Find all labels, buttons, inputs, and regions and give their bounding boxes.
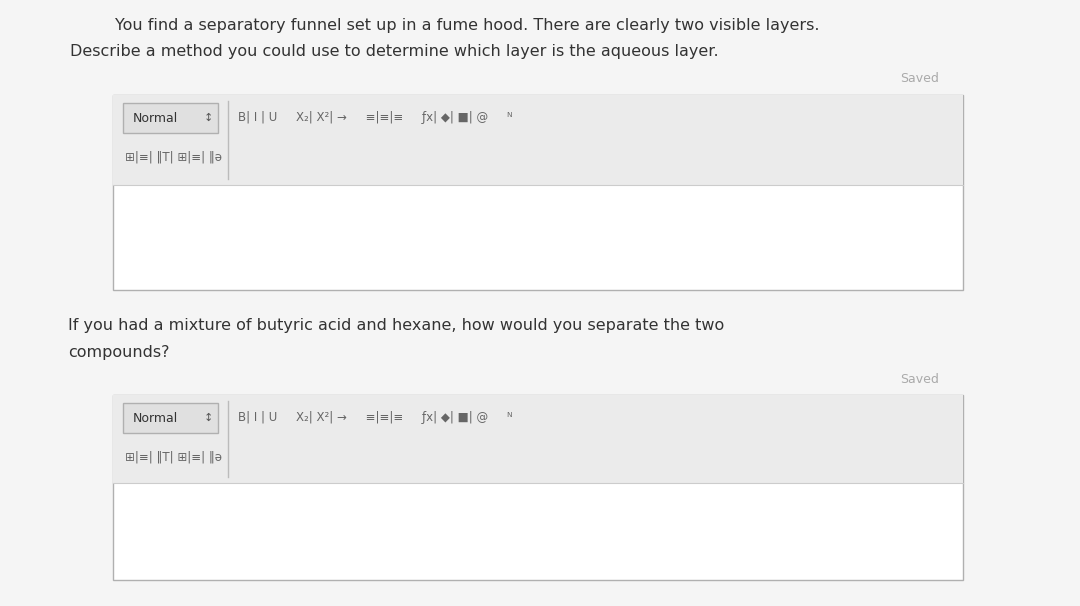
- Text: ↕: ↕: [204, 113, 214, 123]
- Text: Normal: Normal: [133, 112, 178, 124]
- Text: Normal: Normal: [133, 411, 178, 424]
- Bar: [113, 95, 963, 185]
- Bar: [113, 395, 963, 580]
- Text: ⊞|≡| ‖T| ⊞|≡| ‖ǝ: ⊞|≡| ‖T| ⊞|≡| ‖ǝ: [125, 450, 222, 464]
- Bar: [113, 395, 963, 483]
- Text: B| I | U     X₂| X²| →     ≡|≡|≡     ƒx| ◆| ■| @     ᴺ: B| I | U X₂| X²| → ≡|≡|≡ ƒx| ◆| ■| @ ᴺ: [238, 411, 513, 424]
- Text: Saved: Saved: [900, 72, 939, 85]
- Bar: [123, 403, 218, 433]
- Bar: [113, 95, 963, 290]
- Text: compounds?: compounds?: [68, 345, 170, 360]
- Bar: [123, 103, 218, 133]
- Text: If you had a mixture of butyric acid and hexane, how would you separate the two: If you had a mixture of butyric acid and…: [68, 318, 725, 333]
- Text: Describe a method you could use to determine which layer is the aqueous layer.: Describe a method you could use to deter…: [70, 44, 718, 59]
- Text: ⊞|≡| ‖T| ⊞|≡| ‖ǝ: ⊞|≡| ‖T| ⊞|≡| ‖ǝ: [125, 150, 222, 164]
- Text: B| I | U     X₂| X²| →     ≡|≡|≡     ƒx| ◆| ■| @     ᴺ: B| I | U X₂| X²| → ≡|≡|≡ ƒx| ◆| ■| @ ᴺ: [238, 112, 513, 124]
- Text: You find a separatory funnel set up in a fume hood. There are clearly two visibl: You find a separatory funnel set up in a…: [114, 18, 820, 33]
- Text: Saved: Saved: [900, 373, 939, 386]
- Text: ↕: ↕: [204, 413, 214, 423]
